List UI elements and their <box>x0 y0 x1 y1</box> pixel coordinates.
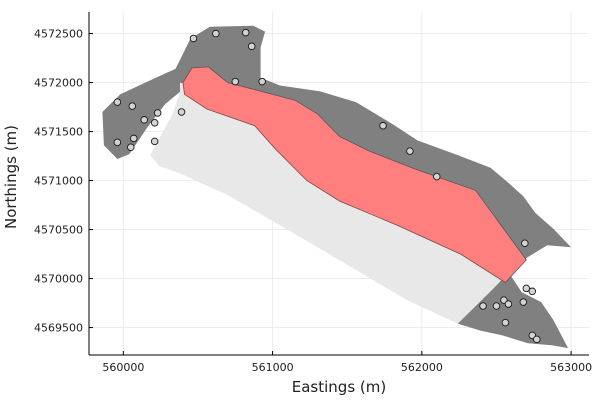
data-point <box>501 318 510 327</box>
data-point <box>528 287 537 296</box>
data-point <box>150 118 159 127</box>
data-point <box>153 109 162 117</box>
data-point <box>127 143 135 151</box>
data-point <box>212 29 220 38</box>
y-tick-label: 4569500 <box>34 322 83 335</box>
x-axis-title: Eastings (m) <box>292 378 386 396</box>
data-point <box>231 77 240 86</box>
data-point <box>433 172 441 181</box>
tick-labels: 560000 561000 562000 563000 4569500 4570000 45… <box>34 28 592 374</box>
points-layer <box>113 28 541 344</box>
data-point <box>258 77 266 86</box>
x-tick-label: 563000 <box>550 361 592 374</box>
y-tick-label: 4572500 <box>34 28 83 41</box>
data-point <box>406 147 414 155</box>
data-point <box>140 116 148 124</box>
data-point <box>130 134 138 143</box>
x-tick-label: 562000 <box>401 361 443 374</box>
x-tick-label: 561000 <box>252 361 294 374</box>
data-point <box>241 28 250 37</box>
data-point <box>533 335 541 344</box>
data-point <box>177 108 186 116</box>
y-tick-label: 4570500 <box>34 224 83 237</box>
data-point <box>379 121 387 130</box>
data-point <box>521 239 529 248</box>
data-point <box>189 34 198 43</box>
axes <box>88 12 589 356</box>
data-point <box>113 138 122 147</box>
regions-layer <box>102 25 572 349</box>
y-tick-label: 4570000 <box>34 273 83 286</box>
data-point <box>492 302 501 310</box>
y-axis-title: Northings (m) <box>2 125 20 229</box>
data-point <box>113 98 122 106</box>
y-tick-label: 4571500 <box>34 126 83 139</box>
data-point <box>504 300 513 308</box>
data-point <box>128 102 137 110</box>
outer-region <box>102 25 572 349</box>
y-tick-label: 4572000 <box>34 77 83 90</box>
data-point <box>150 137 159 146</box>
data-point <box>479 302 487 310</box>
data-point <box>522 284 531 293</box>
y-tick-label: 4571000 <box>34 175 83 188</box>
data-point <box>519 298 528 306</box>
highlight-region <box>182 66 527 284</box>
x-tick-label: 560000 <box>102 361 144 374</box>
inner-region <box>150 82 518 324</box>
data-point <box>247 42 256 51</box>
